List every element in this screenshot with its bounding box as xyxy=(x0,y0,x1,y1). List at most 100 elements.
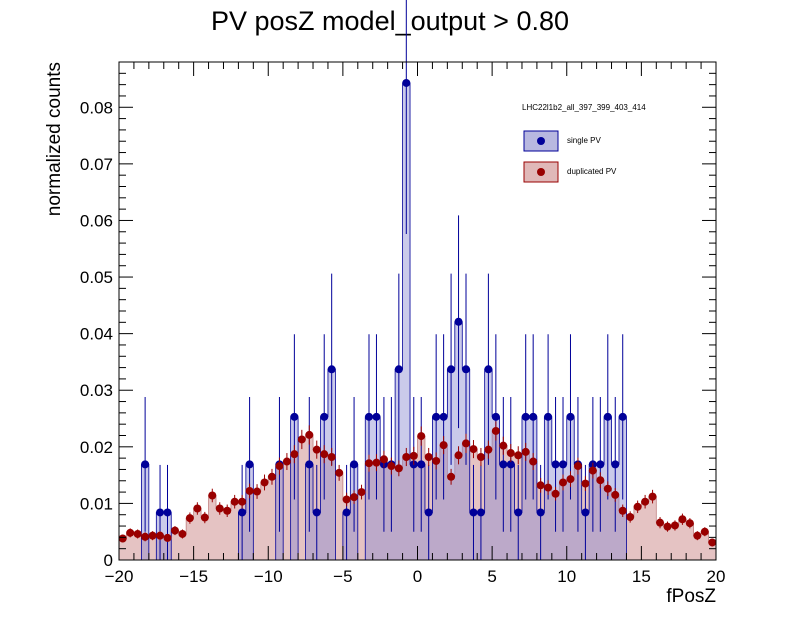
duplicated-pv-point xyxy=(708,538,717,547)
y-tick-label: 0.08 xyxy=(80,98,113,117)
legend: LHC22l1b2_all_397_399_403_414 single PV … xyxy=(522,103,646,183)
single-pv-point xyxy=(603,412,612,421)
x-axis-title: fPosZ xyxy=(666,586,716,607)
single-pv-point xyxy=(551,460,560,469)
duplicated-pv-point xyxy=(238,497,247,506)
duplicated-pv-point xyxy=(379,455,388,464)
duplicated-pv-point xyxy=(372,458,381,467)
single-pv-point xyxy=(469,508,478,517)
duplicated-pv-point xyxy=(626,512,635,521)
single-pv-point xyxy=(462,365,471,374)
y-tick-label: 0.05 xyxy=(80,268,113,287)
duplicated-pv-point xyxy=(290,450,299,459)
duplicated-pv-point xyxy=(364,459,373,468)
duplicated-pv-point xyxy=(148,531,157,540)
duplicated-pv-point xyxy=(462,439,471,448)
duplicated-pv-point xyxy=(447,472,456,481)
duplicated-pv-point xyxy=(208,491,217,500)
duplicated-pv-point xyxy=(282,457,291,466)
legend-entry-single-pv: single PV xyxy=(523,130,601,152)
duplicated-pv-point xyxy=(656,518,665,527)
duplicated-pv-point xyxy=(439,441,448,450)
duplicated-pv-point xyxy=(633,502,642,511)
duplicated-pv-point xyxy=(506,449,515,458)
single-pv-point xyxy=(536,508,545,517)
x-tick-label: −5 xyxy=(333,567,352,586)
duplicated-pv-point xyxy=(529,457,538,466)
duplicated-pv-point xyxy=(350,493,359,502)
duplicated-pv-point xyxy=(663,522,672,531)
duplicated-pv-point xyxy=(170,526,179,535)
y-axis-title: normalized counts xyxy=(44,62,65,216)
single-pv-point xyxy=(305,460,314,469)
x-tick-label: 10 xyxy=(557,567,576,586)
y-tick-label: 0.03 xyxy=(80,381,113,400)
single-pv-point xyxy=(521,412,530,421)
single-pv-point xyxy=(245,460,254,469)
single-pv-point xyxy=(566,412,575,421)
y-tick-label: 0.01 xyxy=(80,494,113,513)
duplicated-pv-point xyxy=(245,486,254,495)
duplicated-pv-point xyxy=(566,475,575,484)
duplicated-pv-point xyxy=(387,462,396,471)
single-pv-point xyxy=(439,412,448,421)
single-pv-point xyxy=(514,508,523,517)
single-pv-point xyxy=(402,78,411,87)
duplicated-pv-point xyxy=(185,514,194,523)
duplicated-pv-point xyxy=(551,489,560,498)
legend-entry-duplicated-pv: duplicated PV xyxy=(523,161,617,183)
duplicated-pv-point xyxy=(454,451,463,460)
duplicated-pv-point xyxy=(514,451,523,460)
chart-title: PV posZ model_output > 0.80 xyxy=(211,6,569,36)
single-pv-point xyxy=(238,508,247,517)
single-pv-point xyxy=(432,412,441,421)
x-tick-label: 15 xyxy=(632,567,651,586)
single-pv-point xyxy=(484,365,493,374)
legend-label-duplicated-pv: duplicated PV xyxy=(567,167,617,176)
single-pv-point xyxy=(320,412,329,421)
duplicated-pv-point xyxy=(118,534,127,543)
duplicated-pv-point xyxy=(156,531,165,540)
single-pv-point xyxy=(491,412,500,421)
legend-label-single-pv: single PV xyxy=(567,136,601,145)
y-tick-label: 0.06 xyxy=(80,211,113,230)
y-tick-label: 0.02 xyxy=(80,438,113,457)
duplicated-pv-point xyxy=(491,426,500,435)
single-pv-point xyxy=(499,460,508,469)
single-pv-point xyxy=(290,412,299,421)
duplicated-pv-point xyxy=(476,453,485,462)
single-pv-point xyxy=(454,317,463,326)
duplicated-pv-point xyxy=(178,529,187,538)
duplicated-pv-point xyxy=(417,432,426,441)
duplicated-pv-point xyxy=(603,484,612,493)
duplicated-pv-point xyxy=(685,519,694,528)
x-tick-label: −10 xyxy=(254,567,283,586)
single-pv-point xyxy=(581,508,590,517)
single-pv-point xyxy=(529,412,538,421)
duplicated-pv-point xyxy=(163,533,172,542)
duplicated-pv-point xyxy=(297,435,306,444)
duplicated-pv-point xyxy=(670,521,679,530)
single-pv-point xyxy=(327,365,336,374)
single-pv-point xyxy=(476,508,485,517)
duplicated-pv-point xyxy=(432,456,441,465)
duplicated-pv-point xyxy=(618,506,627,515)
x-tick-label: 20 xyxy=(707,567,726,586)
duplicated-pv-point xyxy=(573,462,582,471)
duplicated-pv-point xyxy=(357,488,366,497)
duplicated-pv-point xyxy=(133,529,142,538)
single-pv-point xyxy=(506,460,515,469)
legend-marker-single-pv xyxy=(537,137,545,145)
duplicated-pv-point xyxy=(320,450,329,459)
duplicated-pv-point xyxy=(230,497,239,506)
single-pv-point xyxy=(618,412,627,421)
duplicated-pv-point xyxy=(275,462,284,471)
single-pv-point xyxy=(156,508,165,517)
duplicated-pv-point xyxy=(544,483,553,492)
single-pv-point xyxy=(394,365,403,374)
plot-area: −20 −15 −10 −5 0 5 10 15 20 0 0.01 0.02 0.03 0.04 0.05… xyxy=(80,0,726,586)
single-pv-point xyxy=(312,508,321,517)
single-pv-point xyxy=(141,460,150,469)
duplicated-pv-point xyxy=(424,453,433,462)
